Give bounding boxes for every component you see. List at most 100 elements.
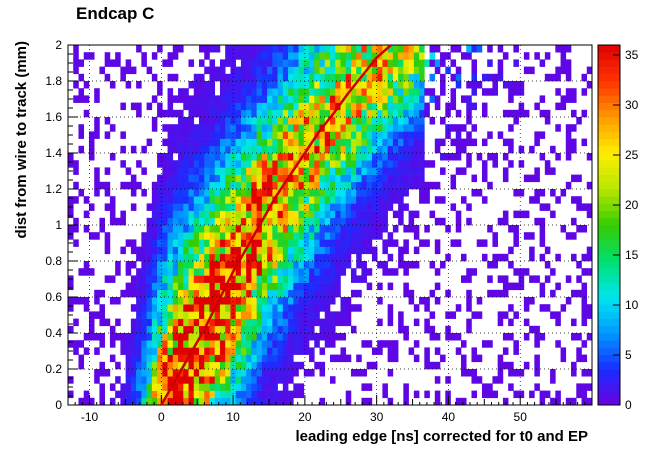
heatmap-cell: [314, 181, 320, 190]
heatmap-cell: [586, 66, 593, 75]
heatmap-cell: [335, 160, 341, 168]
heatmap-cell: [209, 268, 216, 276]
y-tick-label: 0.6: [45, 290, 62, 304]
heatmap-cell: [230, 59, 236, 67]
heatmap-cell: [225, 232, 231, 240]
heatmap-cell: [471, 81, 478, 89]
heatmap-cell: [188, 390, 195, 399]
heatmap-cell: [555, 102, 561, 111]
heatmap-cell: [309, 210, 315, 219]
heatmap-cell: [371, 45, 378, 53]
heatmap-cell: [340, 311, 347, 319]
heatmap-cell: [518, 275, 525, 283]
heatmap-cell: [319, 268, 326, 276]
heatmap-cell: [199, 239, 205, 247]
heatmap-cell: [267, 81, 273, 89]
heatmap-cell: [183, 181, 189, 190]
heatmap-cell: [282, 333, 289, 341]
heatmap-cell: [293, 268, 299, 276]
heatmap-cell: [68, 225, 74, 233]
heatmap-cell: [481, 340, 488, 348]
heatmap-cell: [246, 297, 252, 305]
heatmap-cell: [377, 174, 383, 183]
heatmap-cell: [282, 376, 289, 384]
heatmap-cell: [340, 347, 347, 355]
heatmap-cell: [424, 109, 430, 118]
heatmap-cell: [235, 246, 242, 255]
x-tick-label: 40: [442, 410, 456, 424]
heatmap-cell: [272, 261, 278, 269]
heatmap-cell: [204, 383, 210, 391]
heatmap-cell: [277, 333, 284, 341]
heatmap-cell: [151, 73, 158, 82]
heatmap-cell: [377, 232, 383, 240]
heatmap-cell: [267, 181, 273, 190]
heatmap-cell: [403, 203, 409, 211]
heatmap-cell: [419, 81, 425, 89]
heatmap-cell: [382, 340, 388, 348]
heatmap-cell: [555, 311, 561, 319]
heatmap-cell: [382, 117, 388, 125]
heatmap-cell: [324, 124, 331, 132]
heatmap-cell: [382, 102, 388, 111]
heatmap-cell: [565, 95, 572, 103]
z-tick-label: 10: [625, 298, 639, 312]
heatmap-cell: [136, 246, 142, 255]
heatmap-cell: [183, 268, 189, 276]
heatmap-cell: [356, 160, 362, 168]
heatmap-cell: [288, 66, 294, 75]
heatmap-cell: [130, 181, 137, 190]
heatmap-cell: [204, 239, 210, 247]
heatmap-cell: [240, 340, 247, 348]
heatmap-cell: [235, 253, 242, 262]
heatmap-cell: [298, 81, 305, 89]
heatmap-cell: [288, 246, 294, 255]
heatmap-cell: [109, 210, 116, 219]
heatmap-cell: [225, 354, 231, 363]
heatmap-cell: [78, 145, 85, 154]
heatmap-cell: [377, 347, 383, 355]
heatmap-cell: [508, 145, 514, 154]
heatmap-cell: [240, 282, 247, 291]
heatmap-cell: [204, 210, 210, 219]
heatmap-cell: [209, 174, 216, 183]
heatmap-cell: [230, 210, 236, 219]
heatmap-cell: [345, 145, 352, 154]
heatmap-cell: [565, 232, 572, 240]
heatmap-cell: [303, 124, 310, 132]
heatmap-cell: [387, 160, 394, 168]
heatmap-cell: [288, 282, 294, 291]
heatmap-cell: [272, 347, 278, 355]
heatmap-cell: [330, 325, 336, 334]
heatmap-cell: [403, 246, 409, 255]
heatmap-cell: [272, 66, 278, 75]
color-scale-band: [598, 217, 620, 226]
heatmap-cell: [466, 217, 472, 226]
heatmap-cell: [209, 95, 216, 103]
heatmap-cell: [272, 225, 278, 233]
color-scale-band: [598, 88, 620, 96]
heatmap-cell: [246, 304, 252, 312]
heatmap-cell: [209, 397, 216, 406]
x-tick-label: 50: [514, 410, 528, 424]
heatmap-cell: [167, 160, 174, 168]
heatmap-cell: [392, 196, 399, 204]
heatmap-cell: [466, 117, 472, 125]
heatmap-cell: [256, 217, 263, 226]
heatmap-cell: [565, 397, 572, 406]
heatmap-cell: [83, 297, 90, 305]
heatmap-cell: [68, 297, 74, 305]
heatmap-cell: [413, 66, 420, 75]
heatmap-cell: [440, 217, 446, 226]
heatmap-cell: [356, 210, 362, 219]
heatmap-cell: [403, 225, 409, 233]
heatmap-cell: [434, 138, 441, 147]
heatmap-cell: [178, 347, 184, 355]
heatmap-cell: [502, 282, 509, 291]
heatmap-cell: [340, 109, 347, 118]
heatmap-cell: [513, 369, 519, 377]
heatmap-cell: [178, 196, 184, 204]
color-scale-band: [598, 390, 620, 399]
heatmap-cell: [408, 95, 415, 103]
heatmap-cell: [172, 225, 179, 233]
